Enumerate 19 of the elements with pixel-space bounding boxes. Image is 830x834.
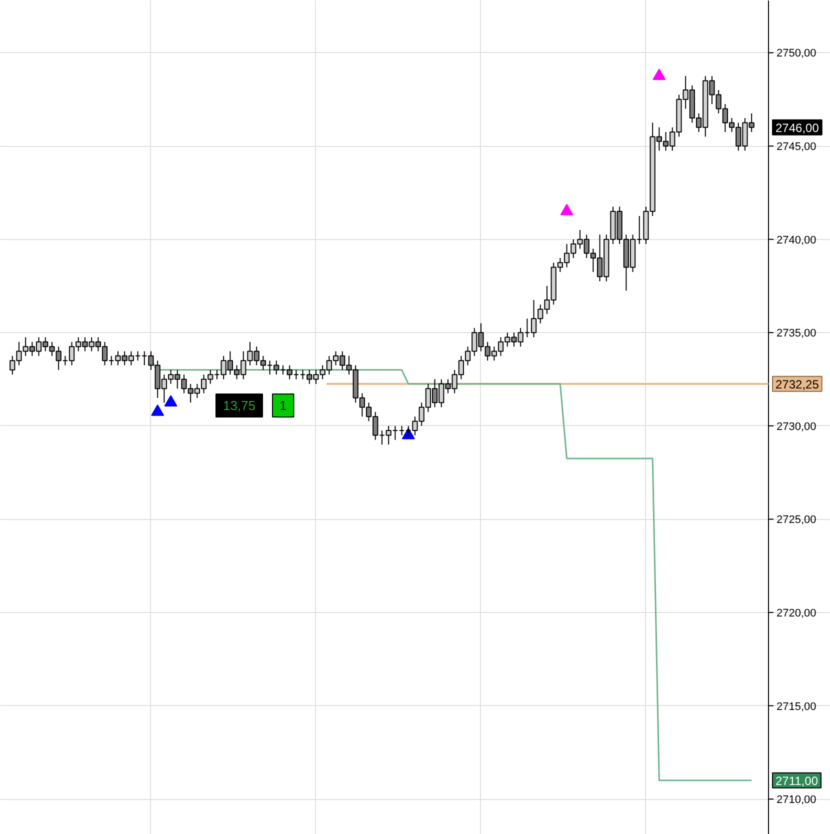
y-tick-label: 2715,00	[776, 700, 816, 713]
ref-line-label: 2732,25	[776, 377, 820, 392]
point	[164, 395, 178, 407]
y-tick-label: 2710,00	[776, 794, 816, 806]
point	[560, 204, 574, 216]
y-tick-label: 2740,00	[776, 234, 816, 246]
annotation: 13,75	[222, 398, 256, 413]
annotation: 1	[280, 398, 287, 413]
y-tick-label: 2725,00	[776, 514, 816, 526]
point	[151, 404, 164, 416]
point	[652, 68, 666, 80]
candlestick	[398, 425, 405, 436]
y-tick-label: 2750,00	[776, 48, 816, 60]
y-tick-label: 2730,00	[776, 420, 816, 433]
text: 2746,00	[776, 120, 820, 135]
y-tick-label: 2735,00	[776, 328, 816, 340]
text: 2711,00	[776, 774, 818, 788]
y-tick-label: 2745,00	[776, 141, 816, 154]
y-tick-label: 2720,00	[776, 607, 816, 620]
